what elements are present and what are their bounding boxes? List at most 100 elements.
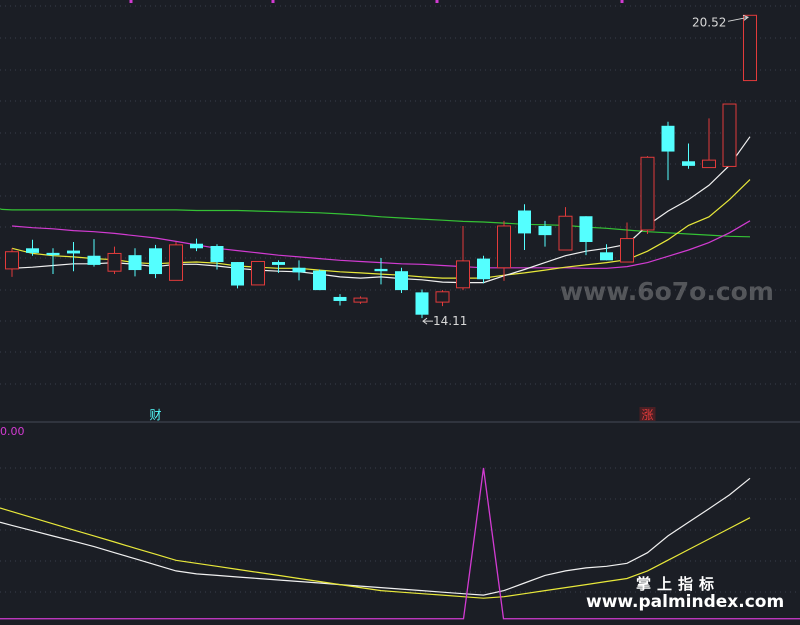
candle-body-4 [87, 255, 101, 265]
candle-22 [456, 225, 470, 291]
high-arrow-head [742, 14, 750, 21]
candle-body-5 [107, 252, 122, 272]
candle-36 [743, 14, 757, 82]
candle-body-7 [149, 248, 162, 275]
candle-body-1 [26, 248, 39, 253]
candle-15 [313, 269, 326, 291]
candle-body-28 [579, 216, 593, 242]
watermark-line2: www.palmindex.com [586, 592, 784, 612]
candle-9 [190, 238, 203, 252]
sub-line-1 [0, 507, 751, 599]
high-price-label: 20.52 [692, 15, 726, 29]
candle-23 [477, 255, 490, 284]
ma-green-line [0, 208, 751, 238]
candle-19 [395, 267, 408, 293]
candle-body-6 [128, 255, 142, 271]
high-price-arrow-icon [727, 14, 750, 22]
candle-body-23 [477, 258, 490, 280]
candle-body-10 [210, 246, 224, 263]
candle-7 [149, 244, 162, 279]
candle-4 [87, 239, 101, 267]
candle-body-32 [661, 125, 675, 152]
candle-33 [682, 143, 695, 169]
candle-3 [67, 242, 80, 272]
top-markers [129, 0, 624, 3]
candlesticks [5, 14, 757, 319]
candle-13 [272, 260, 285, 273]
candle-35 [722, 103, 737, 167]
candle-body-12 [251, 260, 265, 286]
candle-body-2 [46, 252, 60, 256]
candle-body-30 [620, 238, 634, 263]
candle-body-9 [190, 243, 203, 249]
candle-5 [107, 246, 122, 275]
candle-body-3 [67, 250, 80, 254]
candle-0 [5, 248, 19, 277]
candle-body-24 [497, 225, 511, 269]
candle-body-13 [272, 262, 285, 265]
candle-16 [333, 294, 347, 306]
candle-body-35 [722, 103, 737, 167]
sub-indicator-lines [0, 467, 800, 620]
candle-1 [26, 239, 39, 256]
candle-body-8 [169, 244, 183, 281]
candle-21 [435, 290, 450, 307]
candle-body-22 [456, 260, 470, 289]
sub-line-0 [0, 477, 751, 596]
candle-2 [46, 248, 60, 275]
candle-14 [292, 260, 306, 281]
candle-body-15 [313, 270, 326, 291]
candle-12 [251, 260, 265, 286]
high-arrow-shaft [727, 16, 749, 22]
candle-body-14 [292, 267, 306, 273]
candle-body-29 [600, 252, 613, 261]
candle-body-21 [435, 291, 450, 303]
candle-body-25 [518, 210, 531, 234]
signal-label-cai: 财 [150, 408, 162, 422]
top-marker-1 [271, 0, 275, 3]
candle-body-11 [231, 262, 244, 286]
candle-body-31 [640, 156, 655, 231]
candle-body-16 [333, 296, 347, 301]
candle-18 [374, 258, 388, 285]
signal-label-zhang-background [639, 407, 656, 421]
candle-8 [169, 242, 183, 281]
candle-20 [415, 289, 429, 319]
candle-17 [353, 296, 368, 304]
sub-indicator-value: 0.00 [0, 425, 25, 438]
low-price-label: 14.11 [433, 314, 467, 328]
candle-25 [518, 204, 531, 251]
signal-label-zhang: 涨 [642, 407, 654, 422]
top-marker-2 [435, 0, 439, 3]
top-marker-3 [620, 0, 624, 3]
candle-26 [538, 220, 552, 247]
watermark-line1: 掌上指标 [636, 575, 720, 593]
candle-body-27 [558, 215, 573, 251]
candle-body-0 [5, 251, 19, 270]
candle-6 [128, 248, 142, 277]
candle-11 [231, 262, 244, 289]
candle-32 [661, 121, 675, 181]
candle-body-19 [395, 271, 408, 291]
top-marker-0 [129, 0, 133, 3]
candle-27 [558, 207, 573, 251]
candle-29 [600, 244, 613, 261]
candle-28 [579, 216, 593, 256]
candle-34 [702, 118, 716, 169]
candle-body-18 [374, 268, 388, 272]
candle-30 [620, 222, 634, 263]
candle-body-33 [682, 161, 695, 166]
candle-body-26 [538, 225, 552, 236]
candle-body-36 [743, 14, 757, 82]
candle-24 [497, 220, 511, 281]
candle-body-17 [353, 297, 368, 303]
candle-body-20 [415, 292, 429, 315]
low-arrow-head [422, 317, 428, 325]
candle-31 [640, 156, 655, 234]
watermark-center: www.6o7o.com [560, 277, 774, 306]
low-price-arrow-icon [422, 317, 433, 325]
candle-body-34 [702, 159, 716, 169]
candle-10 [210, 244, 224, 270]
